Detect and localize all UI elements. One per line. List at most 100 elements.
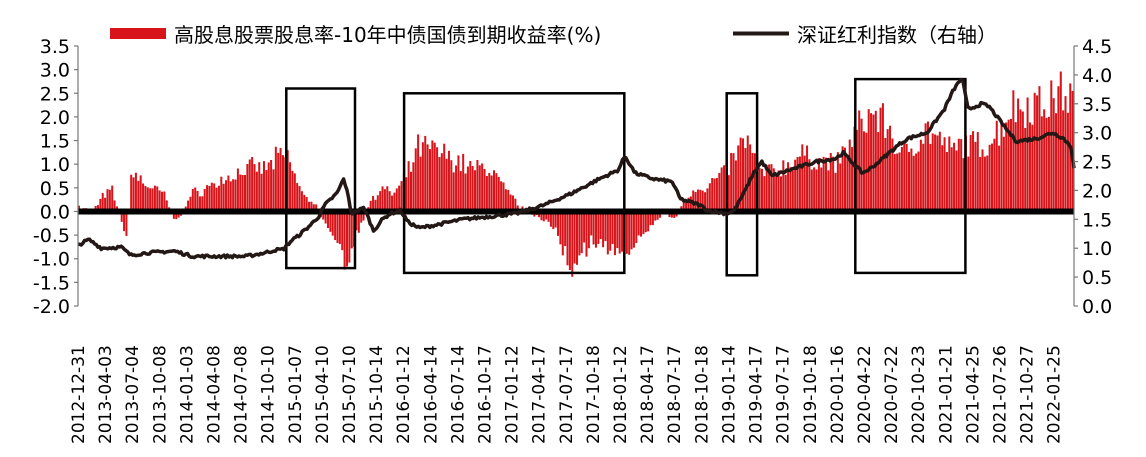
spread-bar (253, 164, 255, 211)
spread-bar (218, 186, 220, 212)
x-tick-label: 2020-07-22 (882, 345, 902, 444)
spread-bar (614, 211, 616, 255)
x-tick-label: 2017-04-17 (530, 345, 550, 444)
spread-bar (820, 168, 822, 212)
spread-bar (476, 160, 478, 211)
spread-bar (588, 211, 590, 248)
spread-bar (457, 155, 459, 211)
x-tick-label: 2018-10-18 (692, 345, 712, 444)
spread-bar (889, 126, 891, 212)
spread-bar (263, 161, 265, 211)
left-tick-label: 3.5 (40, 36, 70, 58)
x-tick-label: 2019-10-18 (801, 345, 821, 444)
spread-bar (125, 211, 127, 235)
x-tick-label: 2015-01-07 (286, 345, 306, 444)
spread-bar (583, 211, 585, 242)
spread-bar (227, 176, 229, 212)
spread-bar (225, 180, 227, 211)
spread-bar (258, 162, 260, 211)
spread-bar (277, 153, 279, 212)
x-tick-label: 2019-01-14 (719, 345, 739, 444)
legend-line-label: 深证红利指数（右轴） (797, 23, 997, 47)
x-tick-label: 2013-10-08 (150, 345, 170, 444)
spread-bar (699, 190, 701, 212)
spread-bar (851, 147, 853, 211)
spread-bar (920, 140, 922, 212)
spread-bar (996, 121, 998, 212)
spread-bar (1027, 98, 1029, 212)
spread-bar (495, 173, 497, 211)
x-tick-label: 2018-01-12 (611, 345, 631, 444)
x-tick-label: 2017-07-17 (557, 345, 577, 444)
legend-bar-swatch (110, 28, 166, 39)
spread-bar (927, 122, 929, 212)
x-tick-label: 2016-04-14 (421, 345, 441, 444)
spread-bar (759, 168, 761, 211)
spread-bar (849, 140, 851, 212)
x-tick-label: 2015-07-10 (340, 345, 360, 444)
right-tick-label: 3.0 (1082, 123, 1112, 145)
spread-bar (593, 211, 595, 244)
left-tick-label: 1.0 (40, 154, 70, 176)
spread-bar (991, 144, 993, 212)
spread-bar (1053, 98, 1055, 211)
spread-bar (294, 173, 296, 211)
spread-bar (754, 153, 756, 211)
spread-bar (384, 189, 386, 211)
spread-bar (697, 190, 699, 212)
spread-bar (780, 176, 782, 211)
spread-bar (460, 171, 462, 211)
spread-bar (742, 138, 744, 211)
right-tick-label: 4.0 (1082, 65, 1112, 87)
spread-bar (1041, 116, 1043, 211)
spread-bar (567, 211, 569, 265)
spread-bar (903, 144, 905, 212)
spread-bar (386, 186, 388, 211)
spread-bar (585, 211, 587, 256)
spread-bars (78, 72, 1074, 277)
spread-bar (144, 186, 146, 212)
spread-bar (1048, 117, 1050, 212)
spread-bar (711, 178, 713, 211)
spread-bar (156, 186, 158, 211)
spread-bar (917, 152, 919, 212)
x-tick-label: 2017-01-12 (503, 345, 523, 444)
spread-bar (910, 149, 912, 212)
spread-bar (446, 159, 448, 212)
spread-bar (491, 175, 493, 211)
spread-bar (410, 172, 412, 212)
spread-bar (775, 176, 777, 211)
right-tick-label: 4.5 (1082, 36, 1112, 58)
spread-bar (837, 152, 839, 211)
x-tick-label: 2013-07-04 (123, 345, 143, 444)
right-tick-label: 0.5 (1082, 267, 1112, 289)
spread-bar (977, 132, 979, 211)
spread-bar (806, 146, 808, 212)
spread-bar (612, 211, 614, 244)
spread-bar (730, 153, 732, 211)
spread-bar (721, 167, 723, 211)
spread-bar (261, 174, 263, 212)
spread-bar (872, 115, 874, 212)
spread-bar (932, 133, 934, 211)
spread-bar (607, 211, 609, 254)
spread-bar (441, 153, 443, 211)
spread-bar (714, 179, 716, 212)
legend: 高股息股票股息率-10年中债国债到期收益率(%) 深证红利指数（右轴） (110, 23, 997, 47)
spread-bar (336, 211, 338, 242)
spread-bar (329, 211, 331, 231)
spread-bar (206, 185, 208, 211)
spread-bar (631, 211, 633, 249)
right-tick-label: 0.0 (1082, 296, 1112, 318)
spread-bar (557, 211, 559, 235)
spread-bar (396, 188, 398, 211)
spread-bar (640, 211, 642, 236)
spread-bar (986, 156, 988, 212)
spread-bar (948, 136, 950, 211)
spread-bar (216, 188, 218, 212)
spread-bar (436, 147, 438, 211)
spread-bar (970, 135, 972, 211)
spread-bar (230, 181, 232, 211)
spread-bar (109, 190, 111, 212)
